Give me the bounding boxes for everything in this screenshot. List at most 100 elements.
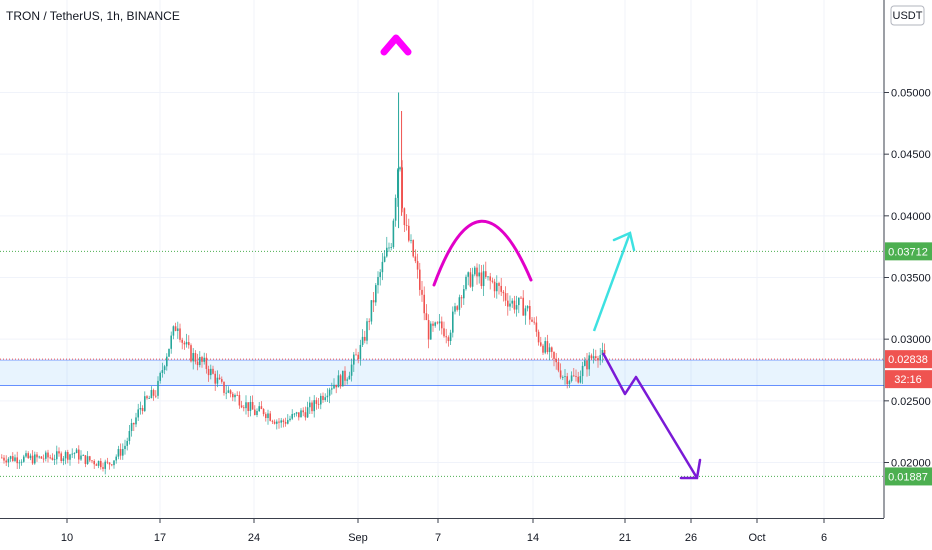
candle-body [397,169,399,198]
candle-body [71,453,73,455]
candle-body [42,458,45,460]
candle-body [86,456,89,464]
bearish-arrow[interactable] [601,352,699,479]
candle-body [91,460,93,462]
time-axis[interactable] [0,519,932,550]
candle-body [438,321,441,324]
candle-body [174,326,177,331]
x-tick-label: 21 [619,532,631,544]
candle-body [78,449,80,460]
candle-body [181,339,183,343]
candle-body [531,319,533,322]
peak-chevron-marker[interactable] [380,34,412,56]
candle-body [342,370,344,387]
price-badge-label: 0.01887 [888,471,928,483]
currency-button[interactable]: USDT [890,5,925,26]
candle-body [172,326,175,336]
candle-body [555,358,557,363]
candle-body [559,370,562,378]
candle-body [366,321,368,341]
candle-body [14,457,16,461]
candle-body [339,375,342,387]
x-tick-label: 6 [821,532,827,544]
candle-body [537,331,540,343]
candle-body [423,294,425,314]
candle-body [335,384,337,388]
candle-body [225,392,227,394]
candle-body [49,457,51,459]
y-tick-label: 0.03500 [891,273,931,285]
candle-body [23,456,25,462]
candle-body [575,376,577,377]
candle-body [493,281,496,292]
candle-body [291,414,293,419]
candle-body [102,467,104,469]
candle-body [465,276,467,290]
candle-body [509,303,511,307]
candle-body [166,356,168,367]
candle-body [524,308,527,316]
candle-body [73,453,76,454]
candle-body [295,412,298,414]
candle-body [370,300,373,322]
y-tick-label: 0.03000 [891,334,931,346]
candle-body [408,225,410,241]
x-tick-label: Sep [348,532,368,544]
candle-body [31,455,34,464]
candle-body [309,402,311,408]
candle-body [144,396,146,411]
candle-body [214,373,216,384]
candle-body [273,421,276,424]
candle-body [12,456,14,461]
candle-body [359,344,362,359]
candle-body [568,380,571,385]
candle-body [7,458,10,463]
candle-body [458,297,461,310]
candle-body [496,283,498,292]
candle-body [256,411,258,415]
candle-body [126,440,128,446]
price-badge [885,467,932,486]
candle-body [311,402,313,412]
candle-body [540,342,542,346]
candle-body [234,394,236,398]
candle-body [282,420,285,423]
candle-body [119,449,122,456]
candle-body [485,271,487,277]
candle-body [419,269,421,290]
candle-body [379,272,381,278]
candle-body [425,313,428,321]
candle-body [573,375,575,377]
candle-body [203,357,205,362]
candle-body [377,277,379,286]
candle-body [603,349,606,354]
candle-body [452,311,454,333]
candle-body [388,247,390,249]
candle-body [416,261,419,270]
candle-body [89,456,91,461]
candle-body [249,401,252,411]
x-tick-label: 17 [154,532,166,544]
candle-body [135,417,137,425]
candle-body [247,402,249,411]
candle-body [564,376,566,378]
chart-title: TRON / TetherUS, 1h, BINANCE [6,9,180,23]
candle-body [232,393,234,398]
rounded-top-arc[interactable] [432,219,533,287]
candle-body [412,240,414,257]
candle-body [38,456,40,458]
bullish-arrow[interactable] [592,232,632,332]
currency-label: USDT [893,10,923,22]
horizontal-levels [0,250,884,477]
candles [1,92,606,475]
candle-body [529,306,531,320]
candle-body [177,328,179,331]
candle-body [51,457,54,460]
candle-body [122,449,124,456]
candle-body [544,341,546,353]
candle-body [267,413,269,419]
y-tick-label: 0.02000 [891,458,931,470]
candle-body [599,355,601,361]
price-badge-label: 0.03712 [888,246,928,258]
